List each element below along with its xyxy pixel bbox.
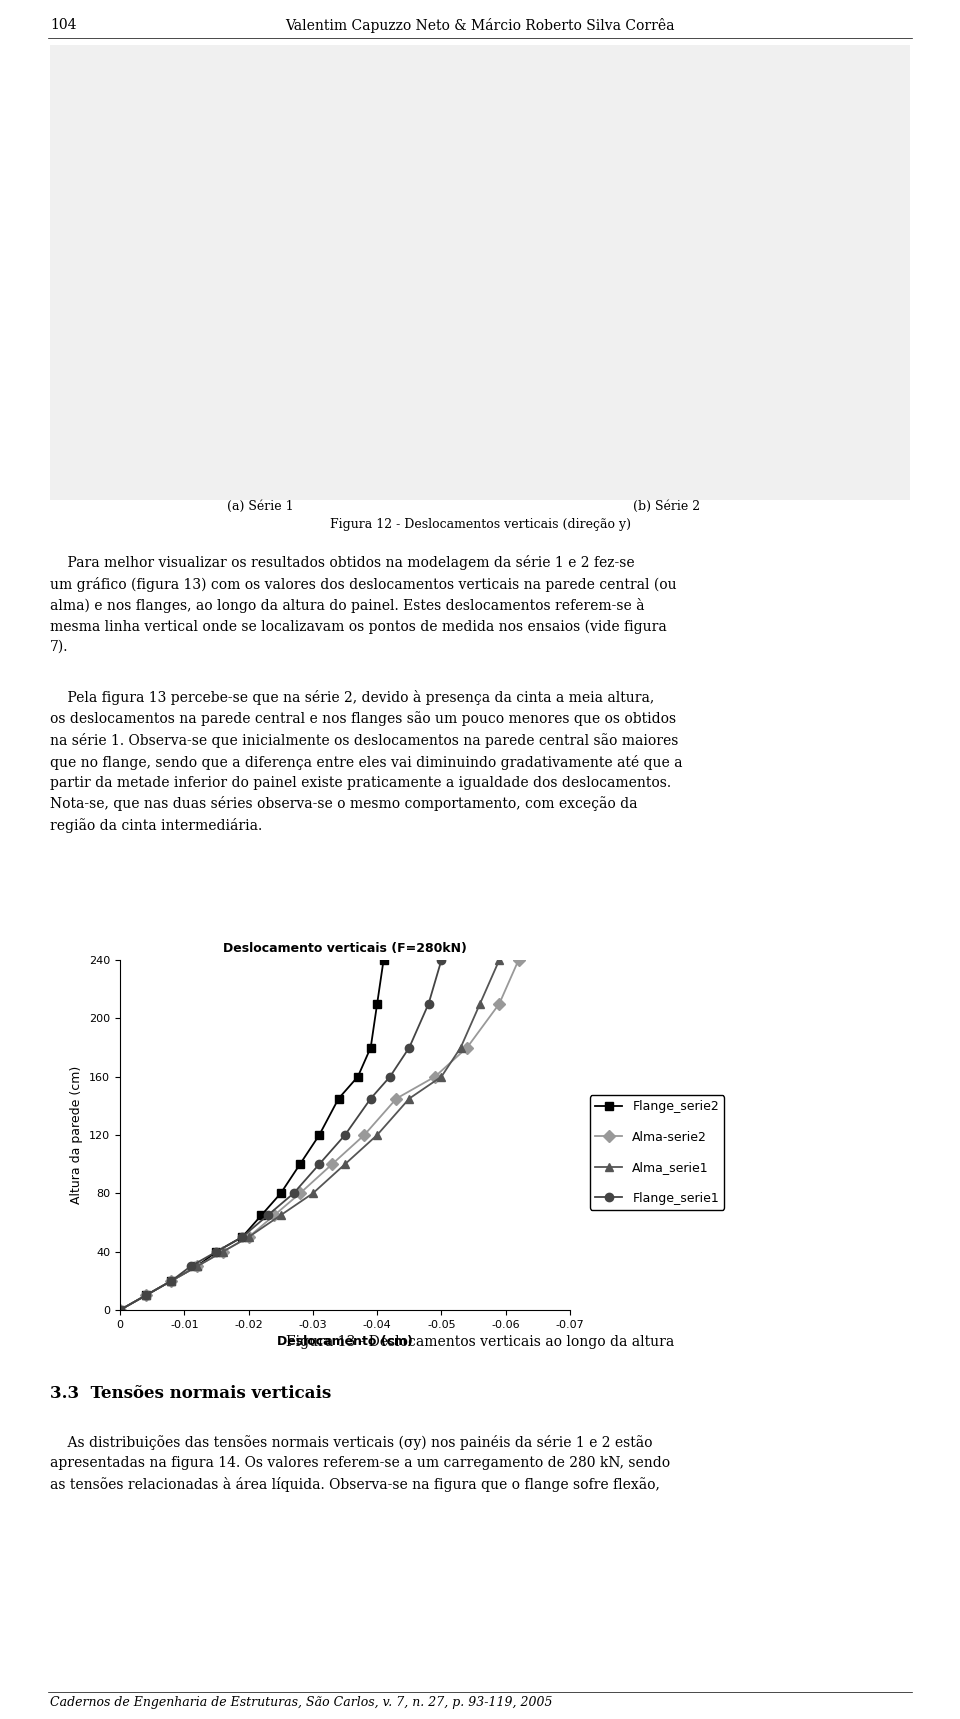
Flange_serie2 bbox=[372, 994, 383, 1014]
Alma-serie2 bbox=[269, 1205, 280, 1226]
Text: Figura 13 - Deslocamentos verticais ao longo da altura: Figura 13 - Deslocamentos verticais ao l… bbox=[286, 1336, 674, 1349]
Flange_serie1 bbox=[262, 1205, 274, 1226]
Text: (a) Série 1: (a) Série 1 bbox=[227, 500, 294, 512]
Flange_serie2 bbox=[210, 1241, 222, 1262]
X-axis label: Deslocamento (cm): Deslocamento (cm) bbox=[277, 1336, 413, 1348]
Flange_serie2 bbox=[166, 1270, 178, 1291]
Flange_serie1 bbox=[314, 1153, 325, 1174]
Alma_serie1 bbox=[140, 1286, 152, 1306]
Alma-serie2 bbox=[429, 1066, 441, 1086]
Flange_serie1 bbox=[185, 1257, 197, 1277]
Flange_serie2 bbox=[236, 1227, 248, 1248]
Flange_serie1 bbox=[166, 1270, 178, 1291]
Alma_serie1 bbox=[275, 1205, 286, 1226]
Flange_serie2 bbox=[314, 1124, 325, 1145]
Flange_serie2 bbox=[114, 1300, 126, 1320]
Alma-serie2 bbox=[513, 949, 524, 970]
Line: Flange_serie2: Flange_serie2 bbox=[116, 956, 388, 1313]
Flange_serie2 bbox=[352, 1066, 364, 1086]
Alma_serie1 bbox=[114, 1300, 126, 1320]
Flange_serie2 bbox=[333, 1088, 345, 1109]
Alma_serie1 bbox=[403, 1088, 415, 1109]
Alma_serie1 bbox=[191, 1257, 203, 1277]
Flange_serie1 bbox=[114, 1300, 126, 1320]
Flange_serie1 bbox=[384, 1066, 396, 1086]
Flange_serie1 bbox=[365, 1088, 376, 1109]
Legend: Flange_serie2, Alma-serie2, Alma_serie1, Flange_serie1: Flange_serie2, Alma-serie2, Alma_serie1,… bbox=[589, 1095, 724, 1210]
Alma-serie2 bbox=[140, 1286, 152, 1306]
Text: Cadernos de Engenharia de Estruturas, São Carlos, v. 7, n. 27, p. 93-119, 2005: Cadernos de Engenharia de Estruturas, Sã… bbox=[50, 1697, 553, 1709]
Alma_serie1 bbox=[493, 949, 505, 970]
Text: As distribuições das tensões normais verticais (σy) nos painéis da série 1 e 2 e: As distribuições das tensões normais ver… bbox=[50, 1435, 670, 1492]
Line: Alma-serie2: Alma-serie2 bbox=[116, 956, 523, 1313]
Alma_serie1 bbox=[307, 1183, 319, 1203]
Text: (b) Série 2: (b) Série 2 bbox=[633, 500, 700, 512]
Text: Para melhor visualizar os resultados obtidos na modelagem da série 1 e 2 fez-se
: Para melhor visualizar os resultados obt… bbox=[50, 555, 677, 653]
Alma-serie2 bbox=[326, 1153, 338, 1174]
Alma-serie2 bbox=[191, 1257, 203, 1277]
Flange_serie2 bbox=[140, 1286, 152, 1306]
Flange_serie2 bbox=[378, 949, 390, 970]
Alma-serie2 bbox=[358, 1124, 370, 1145]
Flange_serie1 bbox=[403, 1037, 415, 1057]
Line: Alma_serie1: Alma_serie1 bbox=[116, 956, 503, 1313]
Text: 104: 104 bbox=[50, 17, 77, 33]
Alma_serie1 bbox=[243, 1227, 254, 1248]
Flange_serie1 bbox=[236, 1227, 248, 1248]
Alma-serie2 bbox=[243, 1227, 254, 1248]
Alma-serie2 bbox=[493, 994, 505, 1014]
Flange_serie2 bbox=[365, 1037, 376, 1057]
Text: Valentim Capuzzo Neto & Márcio Roberto Silva Corrêa: Valentim Capuzzo Neto & Márcio Roberto S… bbox=[285, 17, 675, 33]
Bar bbox=[50, 45, 910, 500]
Alma-serie2 bbox=[114, 1300, 126, 1320]
Title: Deslocamento verticais (F=280kN): Deslocamento verticais (F=280kN) bbox=[223, 942, 467, 954]
Alma-serie2 bbox=[391, 1088, 402, 1109]
Text: Pela figura 13 percebe-se que na série 2, devido à presença da cinta a meia altu: Pela figura 13 percebe-se que na série 2… bbox=[50, 689, 683, 834]
Y-axis label: Altura da parede (cm): Altura da parede (cm) bbox=[70, 1066, 84, 1203]
Alma_serie1 bbox=[339, 1153, 350, 1174]
Flange_serie2 bbox=[275, 1183, 286, 1203]
Flange_serie1 bbox=[422, 994, 434, 1014]
Alma_serie1 bbox=[474, 994, 486, 1014]
Flange_serie1 bbox=[288, 1183, 300, 1203]
Alma-serie2 bbox=[462, 1037, 473, 1057]
Alma_serie1 bbox=[166, 1270, 178, 1291]
Line: Flange_serie1: Flange_serie1 bbox=[116, 956, 445, 1313]
Alma_serie1 bbox=[455, 1037, 467, 1057]
Flange_serie1 bbox=[210, 1241, 222, 1262]
Flange_serie1 bbox=[140, 1286, 152, 1306]
Alma-serie2 bbox=[294, 1183, 305, 1203]
Alma_serie1 bbox=[436, 1066, 447, 1086]
Flange_serie1 bbox=[436, 949, 447, 970]
Alma_serie1 bbox=[217, 1241, 228, 1262]
Flange_serie2 bbox=[191, 1257, 203, 1277]
Text: 3.3  Tensões normais verticais: 3.3 Tensões normais verticais bbox=[50, 1386, 331, 1403]
Alma_serie1 bbox=[372, 1124, 383, 1145]
Flange_serie2 bbox=[294, 1153, 305, 1174]
Alma-serie2 bbox=[166, 1270, 178, 1291]
Text: Figura 12 - Deslocamentos verticais (direção y): Figura 12 - Deslocamentos verticais (dir… bbox=[329, 517, 631, 531]
Flange_serie2 bbox=[255, 1205, 267, 1226]
Alma-serie2 bbox=[217, 1241, 228, 1262]
Flange_serie1 bbox=[339, 1124, 350, 1145]
